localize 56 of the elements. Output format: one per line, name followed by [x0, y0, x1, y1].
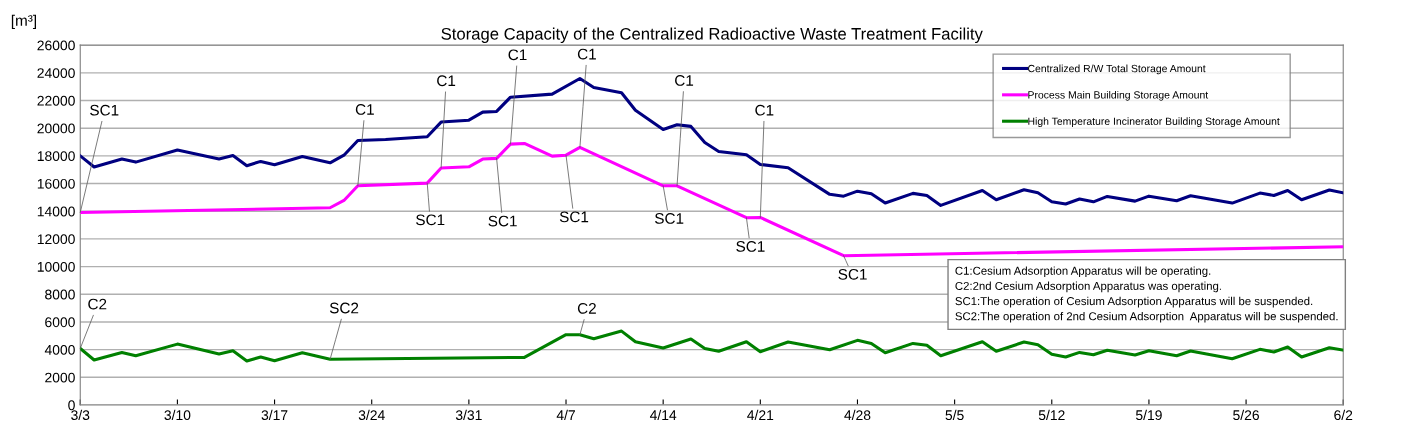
y-axis-title: [m³] [11, 14, 37, 29]
y-tick-label: 12000 [37, 234, 75, 245]
y-tick-label: 20000 [37, 123, 75, 134]
x-tick-label: 4/21 [747, 409, 774, 421]
x-tick-label: 4/7 [556, 409, 575, 421]
legend-label: Centralized R/W Total Storage Amount [1028, 64, 1206, 75]
annotation: SC1 [416, 214, 445, 226]
annotation: C2 [577, 302, 596, 314]
y-tick-label: 8000 [45, 289, 75, 300]
y-tick-label: 22000 [37, 95, 75, 106]
chart-title: Storage Capacity of the Centralized Radioactive Waste Treatment Facility [441, 27, 983, 44]
legend-label: High Temperature Incinerator Building Storage Amount [1028, 117, 1280, 128]
annotation: C1 [755, 104, 774, 116]
x-tick-label: 3/10 [164, 409, 191, 421]
y-tick-label: 2000 [45, 372, 75, 383]
annotation: SC1 [838, 268, 867, 280]
x-tick-label: 3/17 [261, 409, 288, 421]
x-tick-label: 5/12 [1038, 409, 1065, 421]
x-tick-label: 4/14 [649, 409, 677, 421]
x-tick-label: 4/28 [844, 409, 871, 421]
annotation: SC1:The operation of Cesium Adsorption Apparatus will be suspended. [955, 296, 1313, 308]
legend-label: Process Main Building Storage Amount [1028, 90, 1209, 101]
annotation: C1 [437, 75, 456, 87]
y-tick-label: 18000 [37, 151, 75, 162]
annotation: SC1 [559, 211, 589, 223]
annotation: SC2 [329, 302, 359, 314]
annotation: SC2:The operation of 2nd Cesium Adsorption Apparatus will be suspended. [955, 311, 1338, 323]
x-tick-label: 3/24 [358, 409, 385, 421]
x-tick-label: 5/5 [945, 409, 964, 421]
annotation: C1 [675, 75, 694, 86]
y-tick-label: 10000 [37, 261, 75, 272]
annotation: C2:2nd Cesium Adsorption Apparatus was operating. [955, 281, 1221, 293]
annotation: SC1 [90, 104, 119, 116]
annotation: SC1 [736, 241, 765, 252]
annotation: C1:Cesium Adsorption Apparatus will be operating. [955, 266, 1211, 278]
annotation: C1 [577, 48, 596, 60]
annotation: C1 [355, 104, 374, 115]
line-series [80, 141, 1344, 258]
y-tick-label: 14000 [37, 206, 75, 217]
x-tick-label: 3/31 [455, 409, 482, 421]
x-tick-label: 3/3 [71, 409, 90, 421]
line-series [80, 329, 1344, 363]
annotation: SC1 [488, 215, 517, 227]
line-series [80, 76, 1344, 207]
annotation: C1 [508, 49, 527, 61]
y-tick-label: 6000 [45, 317, 75, 328]
y-tick-label: 0 [68, 400, 75, 411]
annotation: SC1 [655, 213, 684, 224]
y-tick-label: 26000 [37, 40, 75, 51]
y-tick-label: 24000 [37, 68, 75, 78]
x-tick-label: 5/26 [1233, 409, 1259, 421]
x-tick-label: 5/19 [1135, 409, 1162, 421]
y-tick-label: 4000 [44, 344, 75, 355]
y-tick-label: 16000 [37, 178, 75, 189]
x-tick-label: 6/2 [1334, 409, 1353, 421]
annotation: C2 [88, 298, 107, 310]
